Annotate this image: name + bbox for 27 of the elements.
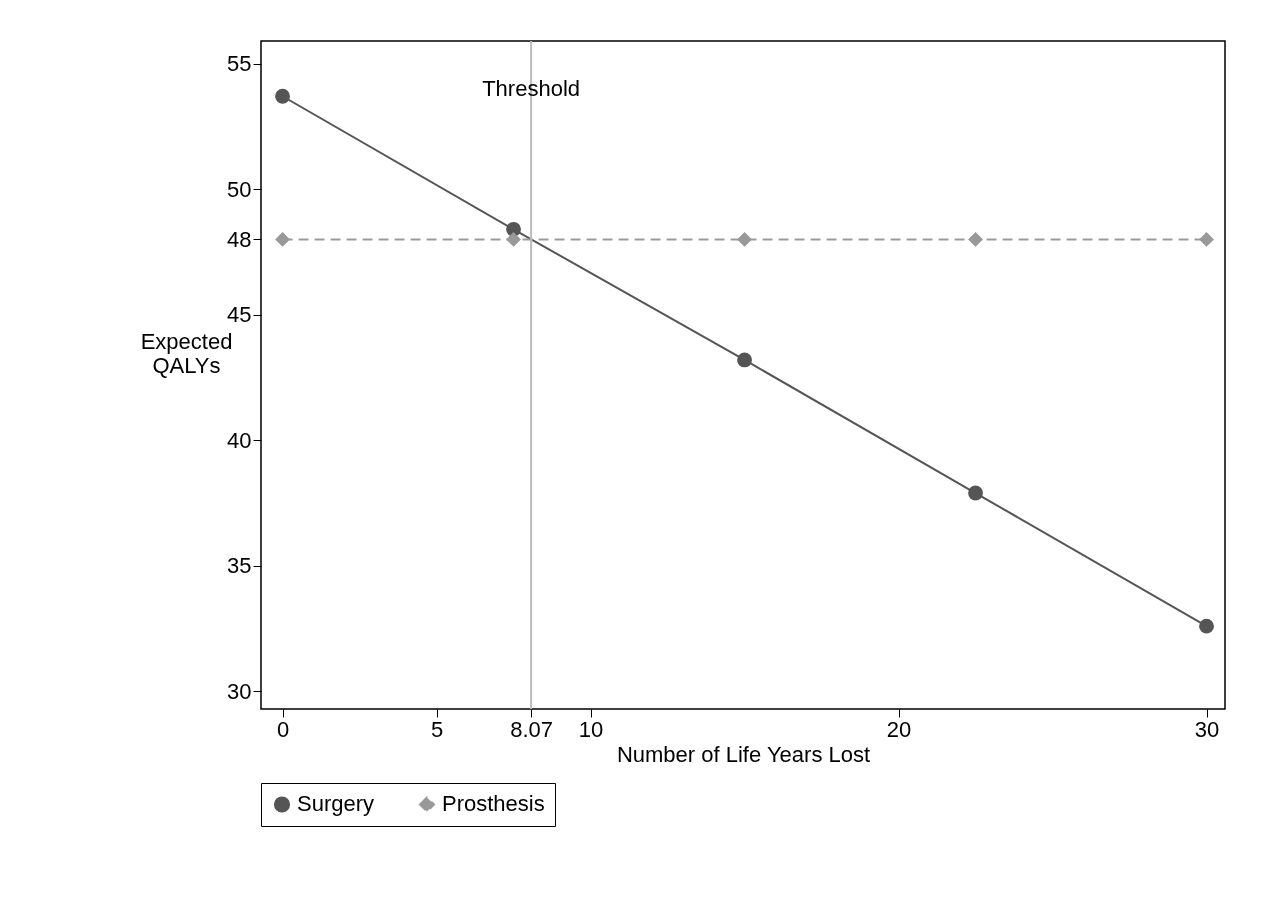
point xyxy=(1199,618,1214,634)
x-axis-title: Number of Life Years Lost xyxy=(616,741,871,767)
x-tick-label: 8.07 xyxy=(510,716,554,742)
point xyxy=(275,88,290,104)
x-tick-label: 0 xyxy=(276,716,290,742)
point xyxy=(275,231,290,247)
x-tick-label: 10 xyxy=(578,716,604,742)
x-tick-label: 20 xyxy=(886,716,912,742)
y-tick-label: 35 xyxy=(227,553,252,579)
point xyxy=(1199,231,1214,247)
legend-label: Prosthesis xyxy=(442,791,545,817)
y-tick-label: 50 xyxy=(227,176,252,202)
point xyxy=(968,485,983,501)
legend-label: Surgery xyxy=(297,791,375,817)
point xyxy=(968,231,983,247)
point xyxy=(737,352,752,368)
y-tick-label: 45 xyxy=(227,302,252,328)
y-tick-label: 40 xyxy=(227,427,252,453)
point xyxy=(737,231,752,247)
y-tick-label: 30 xyxy=(227,678,252,704)
y-tick-label: 55 xyxy=(227,51,252,77)
point xyxy=(506,231,521,247)
ref-line-label: Threshold xyxy=(482,76,581,101)
y-tick-label: 48 xyxy=(227,226,252,252)
y-axis-title: Expected QALYs xyxy=(140,328,233,378)
x-tick-label: 30 xyxy=(1194,716,1220,742)
x-tick-label: 5 xyxy=(430,716,444,742)
